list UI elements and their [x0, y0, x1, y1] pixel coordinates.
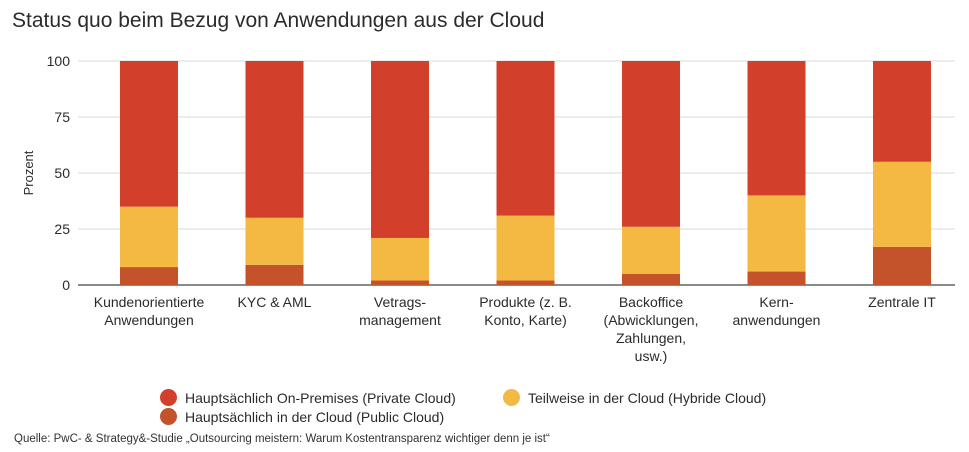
bar-segment-private — [873, 61, 931, 162]
bar-segment-hybrid — [747, 195, 806, 272]
bars-layer — [120, 61, 931, 285]
bar-segment-hybrid — [120, 206, 178, 268]
bar-segment-private — [120, 61, 178, 207]
y-tick-label: 50 — [54, 165, 70, 181]
x-category-label: Kern-anwendungen — [733, 294, 821, 328]
x-category-label: KYC & AML — [238, 294, 312, 310]
x-category-label: Vetrags-management — [359, 294, 441, 328]
bar-segment-public — [622, 273, 680, 285]
legend-label-public: Hauptsächlich in der Cloud (Public Cloud… — [185, 408, 445, 425]
bar-segment-public — [873, 246, 931, 285]
x-category-label: Produkte (z. B. Konto, Karte) — [479, 294, 572, 328]
y-tick-label: 0 — [62, 277, 70, 293]
x-axis-category-labels: Kundenorientierte Anwendungen KYC & AML Vet… — [94, 294, 937, 364]
bar-segment-hybrid — [873, 161, 931, 247]
bar-segment-public — [747, 271, 806, 285]
bar-segment-hybrid — [371, 237, 429, 281]
bar-segment-private — [622, 61, 680, 227]
bar-segment-private — [747, 61, 806, 196]
legend-label-private: Hauptsächlich On-Premises (Private Cloud… — [185, 389, 456, 406]
chart-title: Status quo beim Bezug von Anwendungen au… — [12, 9, 545, 32]
y-axis-ticks: 0 25 50 75 100 — [47, 53, 71, 293]
legend-item-hybrid: Teilweise in der Cloud (Hybride Cloud) — [503, 389, 766, 406]
x-category-label: Backoffice (Abwicklungen, Zahlungen, usw.) — [604, 294, 699, 364]
legend-swatch-hybrid — [503, 389, 520, 406]
bar-segment-public — [245, 264, 304, 285]
x-category-label: Zentrale IT — [868, 294, 936, 310]
bar-segment-hybrid — [245, 217, 304, 265]
x-category-label: Kundenorientierte Anwendungen — [94, 294, 205, 328]
bar-segment-public — [496, 280, 555, 285]
bar-segment-public — [120, 267, 178, 285]
legend-item-public: Hauptsächlich in der Cloud (Public Cloud… — [160, 408, 444, 425]
y-tick-label: 75 — [54, 109, 70, 125]
bar-segment-private — [371, 61, 429, 238]
bar-segment-hybrid — [496, 215, 555, 281]
y-tick-label: 25 — [54, 221, 70, 237]
source-note: Quelle: PwC- & Strategy&-Studie „Outsour… — [14, 433, 550, 445]
y-axis-label: Prozent — [21, 150, 36, 195]
stacked-bar-chart: 0 25 50 75 100 Prozent Kundenorientierte Anwe… — [21, 53, 955, 364]
bar-segment-private — [496, 61, 555, 216]
legend-label-hybrid: Teilweise in der Cloud (Hybride Cloud) — [528, 389, 767, 406]
legend-swatch-private — [160, 389, 177, 406]
y-tick-label: 100 — [47, 53, 71, 69]
legend-swatch-public — [160, 408, 177, 425]
bar-segment-private — [245, 61, 304, 218]
legend-item-private: Hauptsächlich On-Premises (Private Cloud… — [160, 389, 456, 406]
bar-segment-hybrid — [622, 226, 680, 274]
bar-segment-public — [371, 280, 429, 285]
